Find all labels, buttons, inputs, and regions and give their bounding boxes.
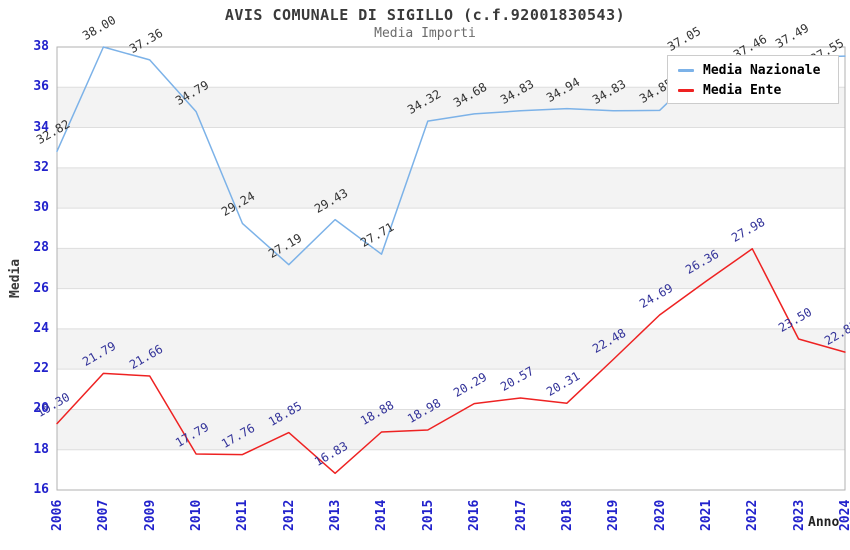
y-tick-label: 36 — [33, 79, 49, 95]
x-tick-label: 2013 — [328, 499, 344, 531]
x-tick-label: 2006 — [50, 499, 65, 531]
y-tick-label: 38 — [33, 39, 49, 54]
x-tick-label: 2016 — [467, 499, 483, 531]
x-tick-label: 2017 — [513, 499, 529, 531]
y-tick-label: 22 — [33, 361, 49, 377]
y-tick-label: 20 — [33, 401, 49, 417]
legend-label-nazionale: Media Nazionale — [703, 62, 821, 78]
x-axis-title: Anno — [808, 515, 840, 530]
x-tick-label: 2009 — [142, 499, 158, 531]
legend-label-ente: Media Ente — [703, 82, 782, 98]
x-tick-label: 2022 — [745, 499, 761, 531]
y-tick-label: 32 — [33, 159, 49, 175]
y-tick-label: 30 — [33, 200, 49, 216]
x-tick-label: 2012 — [281, 499, 297, 531]
chart-subtitle: Media Importi — [374, 26, 476, 41]
line-swatch-nazionale-icon — [678, 68, 694, 72]
chart-title: AVIS COMUNALE DI SIGILLO (c.f.9200183054… — [224, 6, 626, 24]
y-tick-label: 34 — [33, 119, 49, 135]
y-tick-label: 24 — [33, 320, 49, 336]
y-tick-label: 16 — [33, 482, 49, 497]
x-tick-label: 2019 — [606, 499, 622, 531]
x-tick-label: 2018 — [559, 499, 575, 531]
line-swatch-ente-icon — [678, 88, 694, 92]
legend-item-media-nazionale: Media Nazionale — [678, 60, 838, 80]
x-tick-label: 2024 — [838, 499, 850, 531]
y-tick-label: 28 — [33, 240, 49, 256]
x-tick-label: 2014 — [374, 499, 390, 531]
x-tick-label: 2020 — [652, 499, 668, 531]
x-tick-label: 2021 — [698, 499, 714, 531]
x-tick-label: 2010 — [189, 499, 205, 531]
y-axis-title: Media — [8, 258, 23, 298]
y-tick-label: 18 — [33, 441, 49, 457]
legend-item-media-ente: Media Ente — [678, 80, 838, 100]
x-tick-label: 2007 — [96, 499, 112, 531]
x-tick-label: 2015 — [420, 499, 436, 531]
x-tick-label: 2011 — [235, 499, 251, 531]
x-tick-label: 2023 — [791, 499, 807, 531]
legend: Media Nazionale Media Ente — [667, 55, 839, 104]
y-tick-label: 26 — [33, 280, 49, 296]
